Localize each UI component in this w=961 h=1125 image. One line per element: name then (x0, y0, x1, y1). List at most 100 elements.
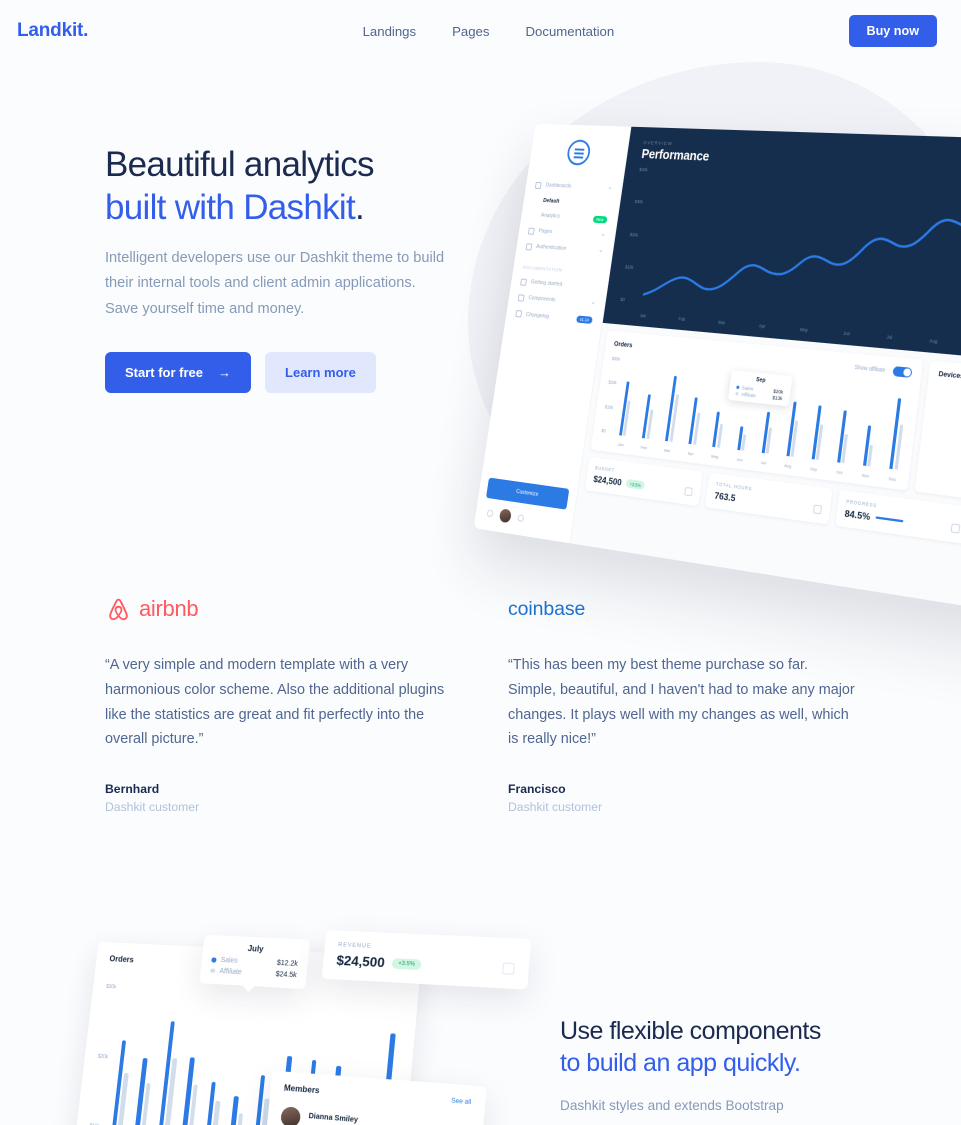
author-role: Dashkit customer (508, 800, 603, 815)
legend-dot-sales (211, 957, 217, 963)
x-tick: Jan (617, 441, 625, 448)
testimonial-quote: “A very simple and modern template with … (105, 657, 445, 748)
y-tick: $40k (639, 166, 648, 173)
dashboard-window: Dashboards Default Analytics New Pages (473, 123, 961, 631)
pages-icon (527, 227, 535, 235)
x-tick: Dec (888, 475, 897, 483)
nav-link-documentation[interactable]: Documentation (525, 23, 615, 39)
nav-link-pages[interactable]: Pages (452, 23, 490, 39)
testimonial-quote: “This has been my best theme purchase so… (508, 657, 855, 748)
performance-eyebrow: OVERVIEW (642, 140, 674, 147)
navbar: Landkit. Landings Pages Documentation Bu… (0, 0, 961, 62)
metric-value: 763.5 (713, 489, 737, 504)
x-tick: Nov (861, 472, 870, 479)
avatar[interactable] (498, 508, 512, 524)
legend-dot-affiliate (210, 968, 215, 974)
tooltip-value: $12.2k (276, 959, 299, 968)
y-tick: $0 (601, 427, 607, 434)
changelog-icon (515, 310, 523, 318)
dollar-icon (502, 962, 516, 975)
author-name: Francisco (508, 782, 566, 797)
coinbase-logo: coinbase (508, 597, 586, 620)
x-tick: Apr (758, 323, 766, 329)
y-tick: $20k (629, 231, 639, 238)
x-tick: Aug (783, 462, 792, 469)
x-tick: Mar (717, 319, 726, 326)
x-tick: Sep (809, 465, 818, 473)
hero-dashboard-mockup: Dashboards Default Analytics New Pages (473, 118, 961, 631)
airbnb-logo: airbnb (105, 592, 453, 626)
hero-paragraph: Intelligent developers use our Dashkit t… (105, 250, 445, 317)
y-tick: $30k (634, 199, 644, 205)
see-all-link[interactable]: See all (450, 1097, 472, 1106)
dashkit-logo-icon (565, 139, 592, 166)
arrow-right-icon: → (218, 364, 232, 380)
performance-title-block: OVERVIEW Performance (641, 140, 711, 164)
y-tick: $30k (611, 355, 621, 362)
bar-group (181, 1057, 201, 1125)
features-paragraph: Dashkit styles and extends Bootstrap (560, 1098, 784, 1113)
nav-link-landings[interactable]: Landings (362, 23, 417, 39)
show-affiliate-toggle[interactable] (892, 366, 913, 378)
features-heading-line2: to build an app quickly. (560, 1049, 801, 1077)
testimonial-author: Bernhard Dashkit customer (105, 782, 453, 814)
bar-group (837, 410, 851, 464)
hero-actions: Start for free → Learn more (105, 351, 470, 393)
sidebar-item-label: Dashboards (545, 182, 572, 190)
learn-more-button[interactable]: Learn more (265, 351, 376, 393)
components-icon (517, 294, 525, 302)
x-tick: Feb (678, 316, 686, 322)
features-section: Orders $30k $20k $10k (0, 930, 961, 1125)
version-badge: v1.14 (575, 315, 593, 325)
bar-group (736, 426, 747, 451)
airbnb-wordmark: airbnb (139, 596, 199, 621)
x-tick: Jul (760, 459, 767, 466)
chevron-down-icon (598, 250, 603, 253)
features-mockup-inner: Orders $30k $20k $10k (72, 930, 532, 1125)
tooltip-name: Sales (220, 956, 239, 965)
bar-group (786, 401, 801, 457)
legend-dot-sales (736, 385, 740, 389)
author-name: Bernhard (105, 782, 160, 797)
start-for-free-button[interactable]: Start for free → (105, 351, 252, 393)
y-tick: $10k (624, 264, 634, 270)
buy-now-button[interactable]: Buy now (848, 15, 937, 47)
brand-logo[interactable]: Landkit. (17, 20, 89, 41)
metric-badge: +3.5% (625, 478, 646, 490)
author-role: Dashkit customer (105, 800, 200, 815)
hero-heading-line1: Beautiful analytics (105, 145, 375, 184)
member-info: Dianna Smiley Online (307, 1104, 359, 1125)
revenue-value: $24,500 (335, 952, 386, 971)
legend-dot-affiliate (735, 392, 739, 396)
features-dashboard-mockup: Orders $30k $20k $10k (72, 930, 532, 1125)
x-tick: May (710, 453, 719, 460)
bar-group (642, 394, 655, 439)
bell-icon[interactable] (486, 509, 494, 518)
bar-group (889, 398, 906, 470)
book-icon (520, 278, 528, 286)
sidebar-item-label: Pages (538, 228, 553, 236)
members-card: Members See all Dianna Smiley Online (261, 1070, 487, 1125)
bar-group (665, 375, 681, 442)
x-tick: Aug (929, 337, 938, 345)
devices-card: Devices All Direct Desktop Tablet (914, 360, 961, 519)
tooltip-name: Sales (741, 384, 754, 392)
dollar-icon (684, 486, 694, 497)
airbnb-mark-icon (109, 598, 128, 620)
start-for-free-label: Start for free (125, 364, 204, 380)
gear-icon[interactable] (517, 514, 525, 523)
orders-card-title: Orders (613, 340, 633, 350)
x-tick: Jun (842, 330, 851, 337)
sidebar-item-label: Authentication (535, 244, 567, 253)
tooltip-title: July (247, 943, 264, 954)
clock-icon (812, 504, 822, 515)
tooltip-value: $13k (772, 394, 783, 402)
x-tick: Oct (835, 468, 843, 476)
hero-section: Beautiful analytics built with Dashkit. … (0, 62, 470, 393)
x-tick: Feb (640, 444, 648, 451)
testimonials-section: airbnb “A very simple and modern templat… (0, 592, 961, 814)
bar-group (229, 1096, 245, 1125)
orders-tooltip: July Sales $12.2k Affiliate $24.5k (199, 934, 311, 989)
features-heading: Use flexible components to build an app … (560, 1015, 950, 1079)
